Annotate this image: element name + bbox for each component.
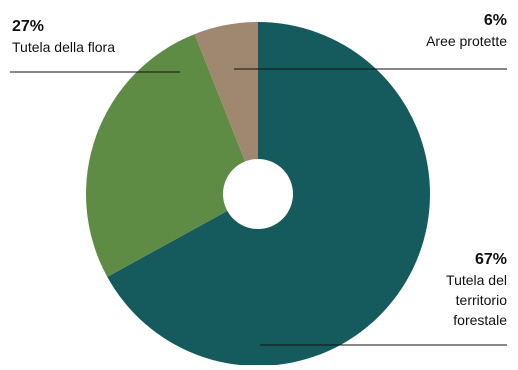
category-label-tutela-della-flora-line-1: Tutela della flora [12,39,115,55]
donut-hole [223,159,293,229]
category-label-tutela-del-territorio-forestale-line-3: forestale [453,312,507,328]
value-label-aree-protette: 6% [484,12,507,29]
pie-slice-tutela-della-flora [86,34,258,277]
category-label-tutela-del-territorio-forestale-line-2: territorio [456,292,508,308]
value-label-tutela-della-flora: 27% [12,18,44,35]
pie-slice-aree-protette [194,22,258,194]
category-label-aree-protette-line-1: Aree protette [426,33,507,49]
category-label-tutela-del-territorio-forestale-line-1: Tutela del [446,272,507,288]
value-label-tutela-del-territorio-forestale: 67% [475,251,507,268]
